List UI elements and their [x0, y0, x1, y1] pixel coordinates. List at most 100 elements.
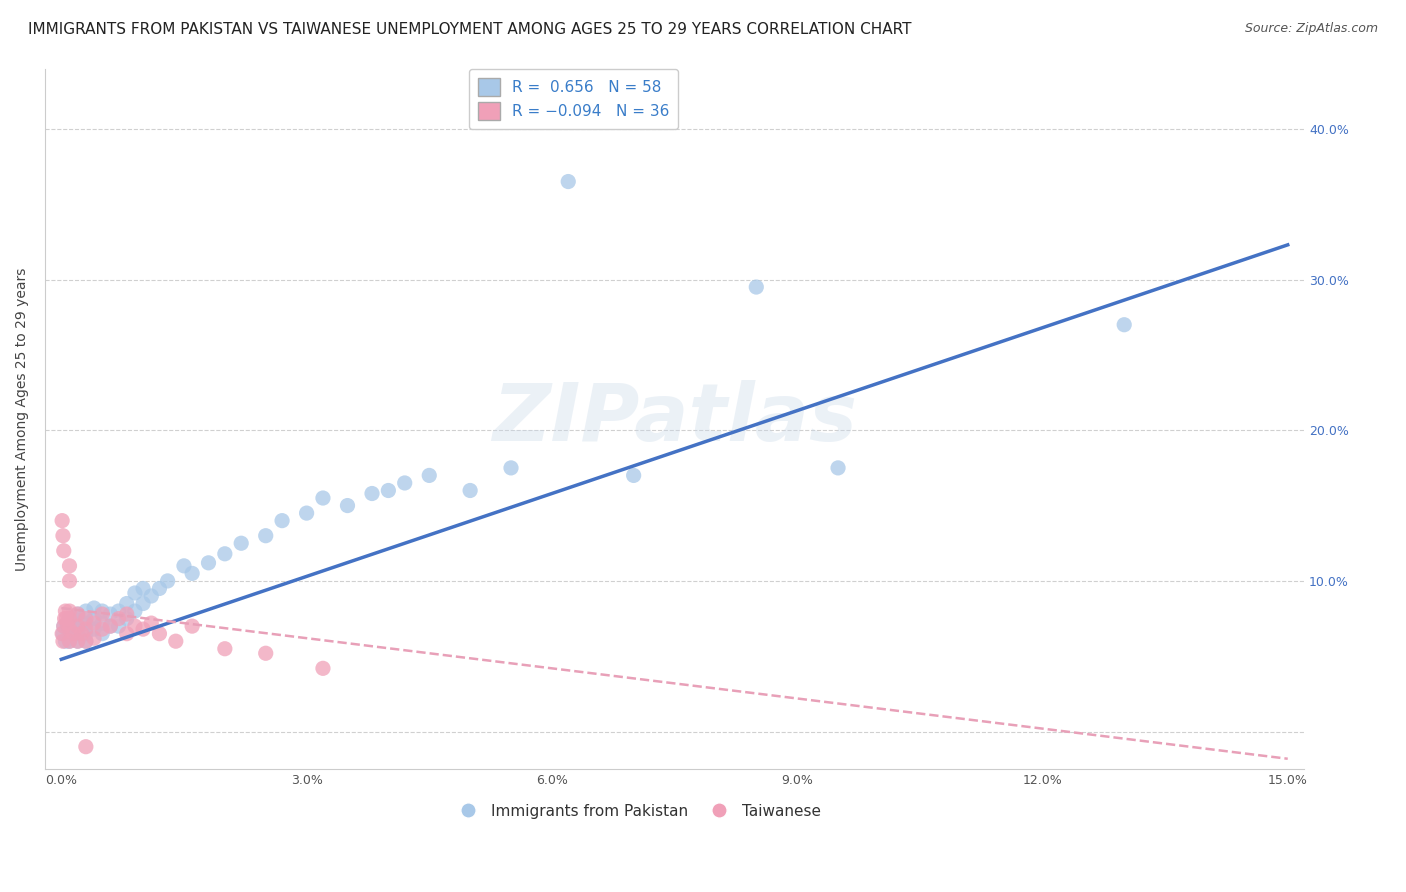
Point — [115, 611, 138, 625]
Point — [156, 574, 179, 588]
Point — [100, 607, 122, 621]
Point — [181, 566, 204, 581]
Point — [107, 611, 129, 625]
Point — [58, 611, 80, 625]
Point — [173, 558, 195, 573]
Point — [91, 622, 114, 636]
Point — [55, 634, 77, 648]
Point — [91, 626, 114, 640]
Point — [312, 661, 335, 675]
Point — [394, 475, 416, 490]
Point — [83, 622, 105, 636]
Point — [62, 626, 84, 640]
Point — [52, 543, 75, 558]
Point — [58, 634, 80, 648]
Point — [91, 616, 114, 631]
Point — [75, 626, 97, 640]
Point — [827, 461, 849, 475]
Point — [100, 619, 122, 633]
Point — [66, 607, 89, 621]
Point — [60, 626, 83, 640]
Point — [66, 634, 89, 648]
Point — [132, 582, 155, 596]
Point — [66, 626, 89, 640]
Point — [100, 619, 122, 633]
Point — [132, 597, 155, 611]
Point — [66, 619, 89, 633]
Point — [336, 499, 359, 513]
Point — [52, 619, 75, 633]
Point — [83, 601, 105, 615]
Point — [107, 619, 129, 633]
Point — [75, 616, 97, 631]
Point — [62, 611, 84, 625]
Point — [62, 622, 84, 636]
Point — [83, 611, 105, 625]
Point — [55, 604, 77, 618]
Point — [312, 491, 335, 505]
Point — [66, 619, 89, 633]
Point — [115, 626, 138, 640]
Point — [557, 175, 579, 189]
Point — [214, 547, 236, 561]
Point — [745, 280, 768, 294]
Point — [51, 626, 73, 640]
Point — [271, 514, 294, 528]
Point — [623, 468, 645, 483]
Point — [66, 634, 89, 648]
Point — [181, 619, 204, 633]
Point — [56, 616, 79, 631]
Point — [58, 574, 80, 588]
Point — [52, 634, 75, 648]
Point — [165, 634, 187, 648]
Point — [83, 631, 105, 645]
Point — [56, 619, 79, 633]
Point — [75, 634, 97, 648]
Point — [70, 616, 93, 631]
Y-axis label: Unemployment Among Ages 25 to 29 years: Unemployment Among Ages 25 to 29 years — [15, 268, 30, 571]
Point — [115, 597, 138, 611]
Point — [361, 486, 384, 500]
Point — [58, 558, 80, 573]
Point — [66, 607, 89, 621]
Point — [1114, 318, 1136, 332]
Point — [295, 506, 318, 520]
Point — [115, 607, 138, 621]
Point — [53, 611, 76, 625]
Point — [377, 483, 399, 498]
Point — [75, 611, 97, 625]
Point — [91, 604, 114, 618]
Point — [75, 622, 97, 636]
Point — [83, 616, 105, 631]
Point — [58, 604, 80, 618]
Point — [52, 619, 75, 633]
Point — [55, 611, 77, 625]
Point — [254, 529, 277, 543]
Legend: Immigrants from Pakistan, Taiwanese: Immigrants from Pakistan, Taiwanese — [447, 797, 827, 825]
Text: IMMIGRANTS FROM PAKISTAN VS TAIWANESE UNEMPLOYMENT AMONG AGES 25 TO 29 YEARS COR: IMMIGRANTS FROM PAKISTAN VS TAIWANESE UN… — [28, 22, 911, 37]
Point — [52, 529, 75, 543]
Point — [107, 604, 129, 618]
Point — [75, 604, 97, 618]
Point — [499, 461, 522, 475]
Point — [231, 536, 253, 550]
Point — [141, 616, 163, 631]
Point — [141, 589, 163, 603]
Point — [132, 622, 155, 636]
Point — [70, 626, 93, 640]
Point — [58, 611, 80, 625]
Point — [124, 619, 146, 633]
Point — [197, 556, 219, 570]
Text: Source: ZipAtlas.com: Source: ZipAtlas.com — [1244, 22, 1378, 36]
Text: ZIPatlas: ZIPatlas — [492, 380, 858, 458]
Point — [51, 514, 73, 528]
Point — [124, 586, 146, 600]
Point — [91, 607, 114, 621]
Point — [58, 634, 80, 648]
Point — [58, 622, 80, 636]
Point — [75, 634, 97, 648]
Point — [214, 641, 236, 656]
Point — [75, 739, 97, 754]
Point — [254, 646, 277, 660]
Point — [148, 626, 170, 640]
